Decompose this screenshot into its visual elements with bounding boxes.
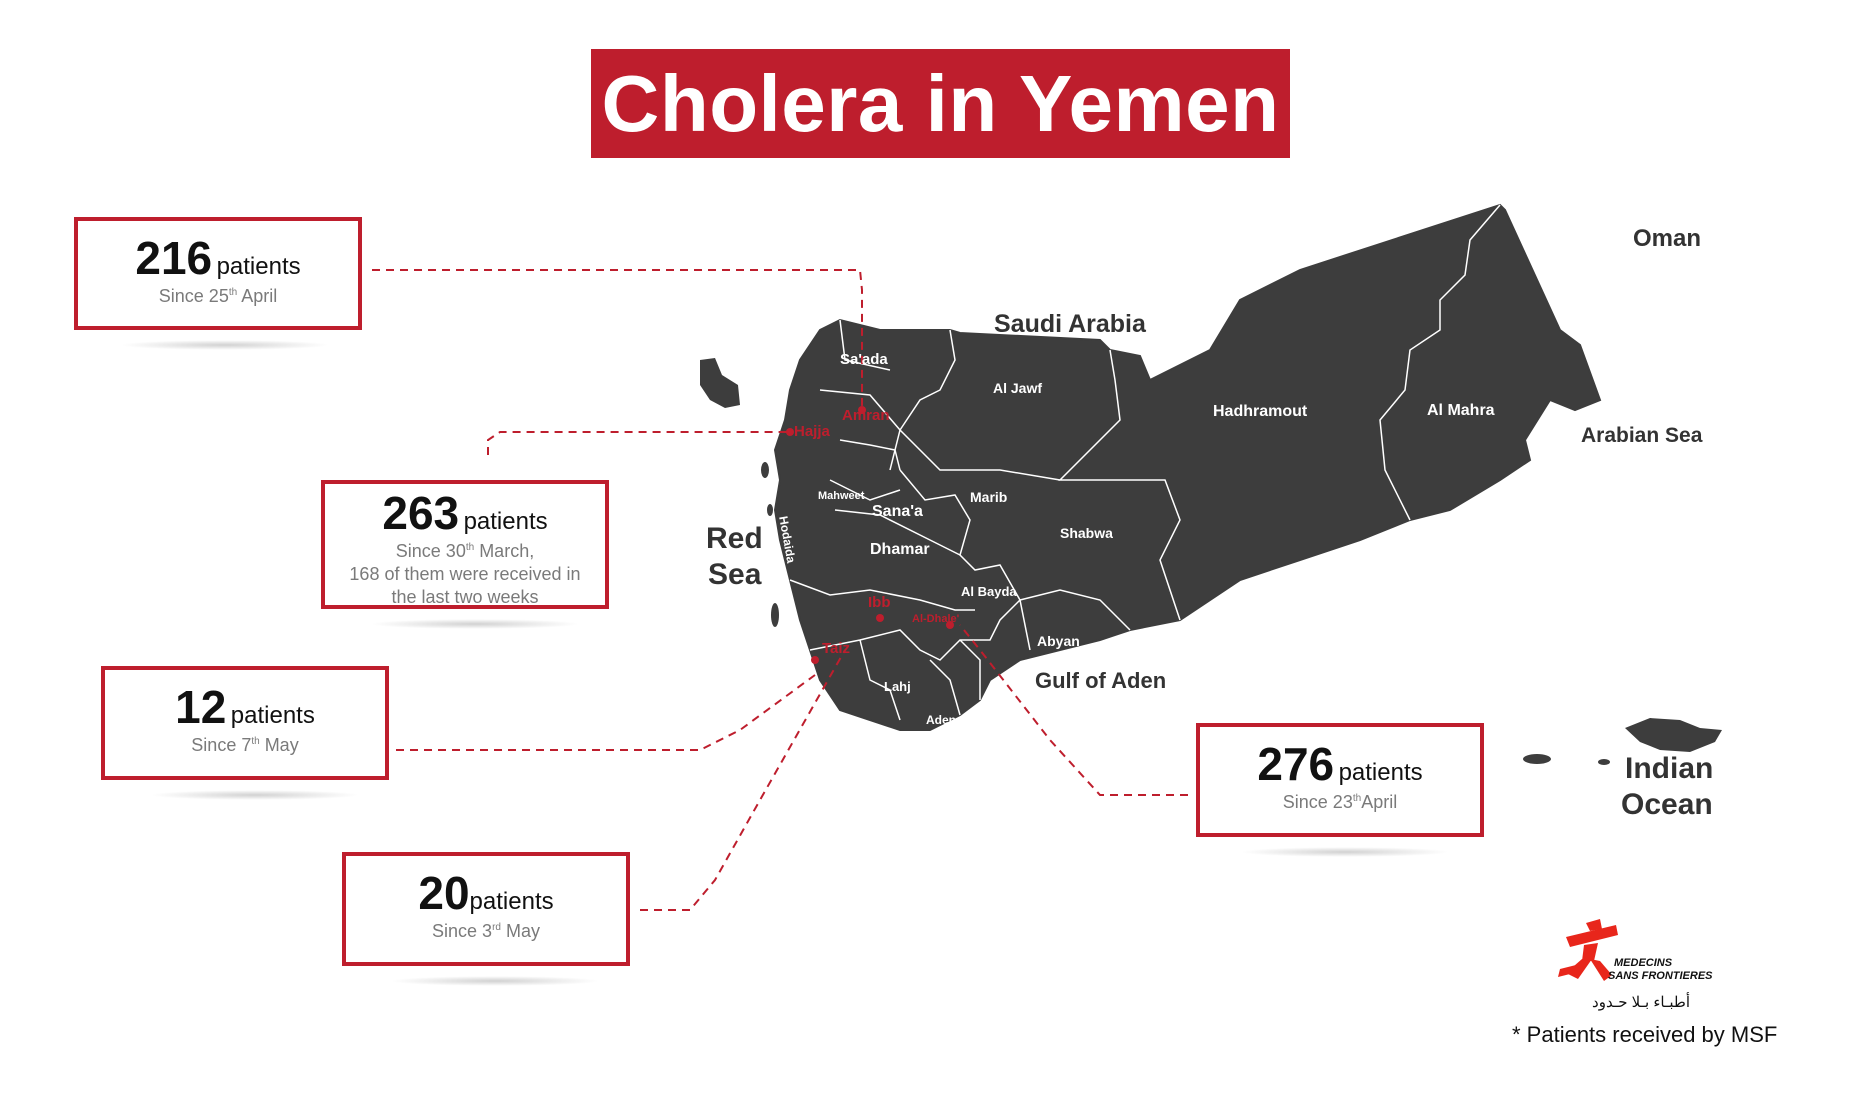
msf-logo-arabic: أطبـاء بـلا حـدود xyxy=(1592,994,1690,1011)
region-dhamar: Dhamar xyxy=(870,541,930,558)
region-marib: Marib xyxy=(970,489,1008,505)
page-title: Cholera in Yemen xyxy=(601,58,1280,148)
label-indian-ocean-line2: Ocean xyxy=(1621,788,1713,821)
callout-taiz-shadow xyxy=(150,790,360,800)
label-gulf-of-aden: Gulf of Aden xyxy=(1035,668,1167,693)
hajja-note-line1: 168 of them were received in xyxy=(349,564,581,584)
region-al-bayda: Al Bayda xyxy=(961,584,1017,599)
label-arabian-sea: Arabian Sea xyxy=(1581,424,1703,447)
callout-hajja: 263 patients Since 30th March, 168 of th… xyxy=(321,480,609,609)
callout-al-dhale: 276 patients Since 23thApril xyxy=(1196,723,1484,837)
callout-al-dhale-shadow xyxy=(1240,847,1450,857)
small-island xyxy=(1598,759,1610,765)
governorate-borders xyxy=(789,204,1501,721)
hajja-since: Since 30th March, xyxy=(395,541,535,561)
al-dhale-since: Since 23thApril xyxy=(1282,792,1398,812)
region-mahweet: Mahweet xyxy=(818,490,865,502)
al-dhale-patient-count: 276 xyxy=(1257,738,1335,790)
label-red-sea-line1: Red xyxy=(706,522,763,555)
yemen-landmass xyxy=(773,203,1602,731)
region-sanaa: Sana'a xyxy=(872,503,923,520)
footnote: * Patients received by MSF xyxy=(1512,1022,1778,1047)
region-hadhramout: Hadhramout xyxy=(1213,403,1308,420)
red-sea-islet-3 xyxy=(771,603,779,627)
label-indian-ocean-line1: Indian xyxy=(1625,752,1714,785)
hajja-patient-count: 263 xyxy=(382,487,460,539)
ibb-patient-count: 20 xyxy=(418,867,470,919)
region-al-jawf: Al Jawf xyxy=(993,380,1043,396)
taiz-unit: patients xyxy=(230,702,315,729)
callout-amran: 216 patients Since 25th April xyxy=(74,217,362,330)
region-ibb: Ibb xyxy=(868,594,891,611)
region-abyan: Abyan xyxy=(1037,633,1080,649)
region-lahj: Lahj xyxy=(884,679,911,694)
label-red-sea-line2: Sea xyxy=(708,558,762,591)
msf-logo-line2: SANS FRONTIERES xyxy=(1608,970,1713,982)
msf-logo: MEDECINS SANS FRONTIERES أطبـاء بـلا حـد… xyxy=(1556,915,1746,1015)
region-al-mahra: Al Mahra xyxy=(1427,402,1495,419)
region-saada: Sa'ada xyxy=(840,351,888,368)
taiz-since: Since 7th May xyxy=(191,735,299,755)
label-saudi-arabia: Saudi Arabia xyxy=(994,310,1146,338)
socotra-island xyxy=(1625,718,1722,752)
label-oman: Oman xyxy=(1633,225,1702,252)
hajja-note-line2: the last two weeks xyxy=(391,587,539,607)
abd-al-kuri-island xyxy=(1523,754,1551,764)
region-shabwa: Shabwa xyxy=(1060,525,1113,541)
red-sea-islet-2 xyxy=(767,504,773,516)
callout-ibb: 20patients Since 3rd May xyxy=(342,852,630,966)
taiz-patient-count: 12 xyxy=(175,681,227,733)
callout-taiz: 12 patients Since 7th May xyxy=(101,666,389,780)
callout-amran-shadow xyxy=(120,340,330,350)
region-taiz: Taiz xyxy=(822,640,851,657)
region-hajja: Hajja xyxy=(794,423,830,440)
region-aden: Aden xyxy=(926,713,956,727)
amran-unit: patients xyxy=(216,253,301,280)
red-sea-island xyxy=(700,358,740,408)
ibb-unit: patients xyxy=(469,888,554,915)
hajja-unit: patients xyxy=(463,508,548,535)
msf-location-dots xyxy=(786,406,954,664)
amran-since: Since 25th April xyxy=(158,286,278,306)
region-al-dhale: Al-Dhale' xyxy=(912,613,960,625)
amran-patient-count: 216 xyxy=(135,232,213,284)
msf-logo-line1: MEDECINS xyxy=(1614,957,1673,969)
title-banner: Cholera in Yemen xyxy=(591,49,1290,158)
al-dhale-unit: patients xyxy=(1338,759,1423,786)
callout-connectors xyxy=(372,269,1188,911)
region-amran: Amran xyxy=(842,407,890,424)
callout-ibb-shadow xyxy=(390,976,600,986)
red-sea-islet xyxy=(761,462,769,478)
callout-hajja-shadow xyxy=(370,619,580,629)
msf-running-man-icon xyxy=(1558,919,1618,981)
ibb-since: Since 3rd May xyxy=(432,921,540,941)
